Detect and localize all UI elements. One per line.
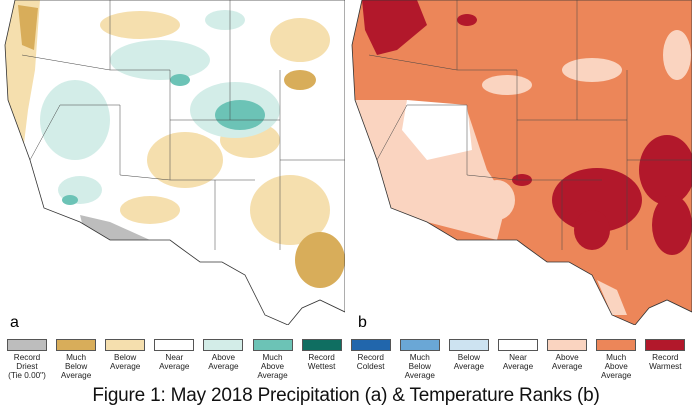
legend-key-temp-0: Record Coldest xyxy=(346,339,396,371)
legend-label: Record Wettest xyxy=(307,353,336,371)
legend-label: Much Below Average xyxy=(60,353,92,380)
legend-key-precip-1: Much Below Average xyxy=(51,339,101,380)
legend-label: Above Average xyxy=(551,353,583,371)
legend-key-precip-2: Below Average xyxy=(100,339,150,371)
legend-key-temp-6: Record Warmest xyxy=(640,339,690,371)
legend-key-precip-6: Record Wettest xyxy=(297,339,347,371)
legend-swatch xyxy=(56,339,97,351)
legend-swatch xyxy=(498,339,538,351)
legend-swatch xyxy=(596,339,637,351)
legend-label: Near Average xyxy=(502,353,534,371)
legend-label: Much Above Average xyxy=(257,353,288,380)
legend-label: Above Average xyxy=(208,353,239,371)
legend-key-precip-4: Above Average xyxy=(198,339,248,371)
legend-label: Record Driest (Tie 0.00") xyxy=(8,353,46,380)
figure-caption: Figure 1: May 2018 Precipitation (a) & T… xyxy=(92,385,600,406)
legend-swatch xyxy=(301,339,342,351)
legend-swatch xyxy=(7,339,47,351)
legend: Record Driest (Tie 0.00") Much Below Aver… xyxy=(2,339,690,385)
legend-label: Below Average xyxy=(110,353,141,371)
legend-label: Near Average xyxy=(159,353,190,371)
legend-key-temp-2: Below Average xyxy=(444,339,494,371)
precipitation-map-graphic xyxy=(4,0,345,325)
precipitation-map xyxy=(0,0,345,325)
legend-key-temp-5: Much Above Average xyxy=(591,339,641,380)
legend-swatch xyxy=(399,339,440,351)
legend-label: Record Coldest xyxy=(356,353,385,371)
legend-swatch xyxy=(547,339,588,351)
legend-swatch xyxy=(645,339,686,351)
legend-label: Below Average xyxy=(453,353,485,371)
legend-label: Much Below Average xyxy=(404,353,435,380)
legend-key-precip-5: Much Above Average xyxy=(248,339,298,380)
legend-swatch xyxy=(350,339,391,351)
legend-key-precip-0: Record Driest (Tie 0.00") xyxy=(2,339,52,380)
legend-key-temp-1: Much Below Average xyxy=(395,339,445,380)
temperature-map xyxy=(347,0,692,325)
legend-key-temp-4: Above Average xyxy=(542,339,592,371)
panel-label-a: a xyxy=(10,314,19,331)
legend-label: Record Warmest xyxy=(649,353,682,371)
legend-swatch xyxy=(105,339,146,351)
legend-key-temp-3: Near Average xyxy=(493,339,543,371)
temperature-map-graphic xyxy=(351,0,692,325)
legend-swatch xyxy=(154,339,195,351)
legend-swatch xyxy=(203,339,244,351)
legend-swatch xyxy=(448,339,489,351)
legend-key-precip-3: Near Average xyxy=(149,339,199,371)
legend-label: Much Above Average xyxy=(601,353,632,380)
panel-label-b: b xyxy=(358,314,367,331)
legend-swatch xyxy=(252,339,293,351)
